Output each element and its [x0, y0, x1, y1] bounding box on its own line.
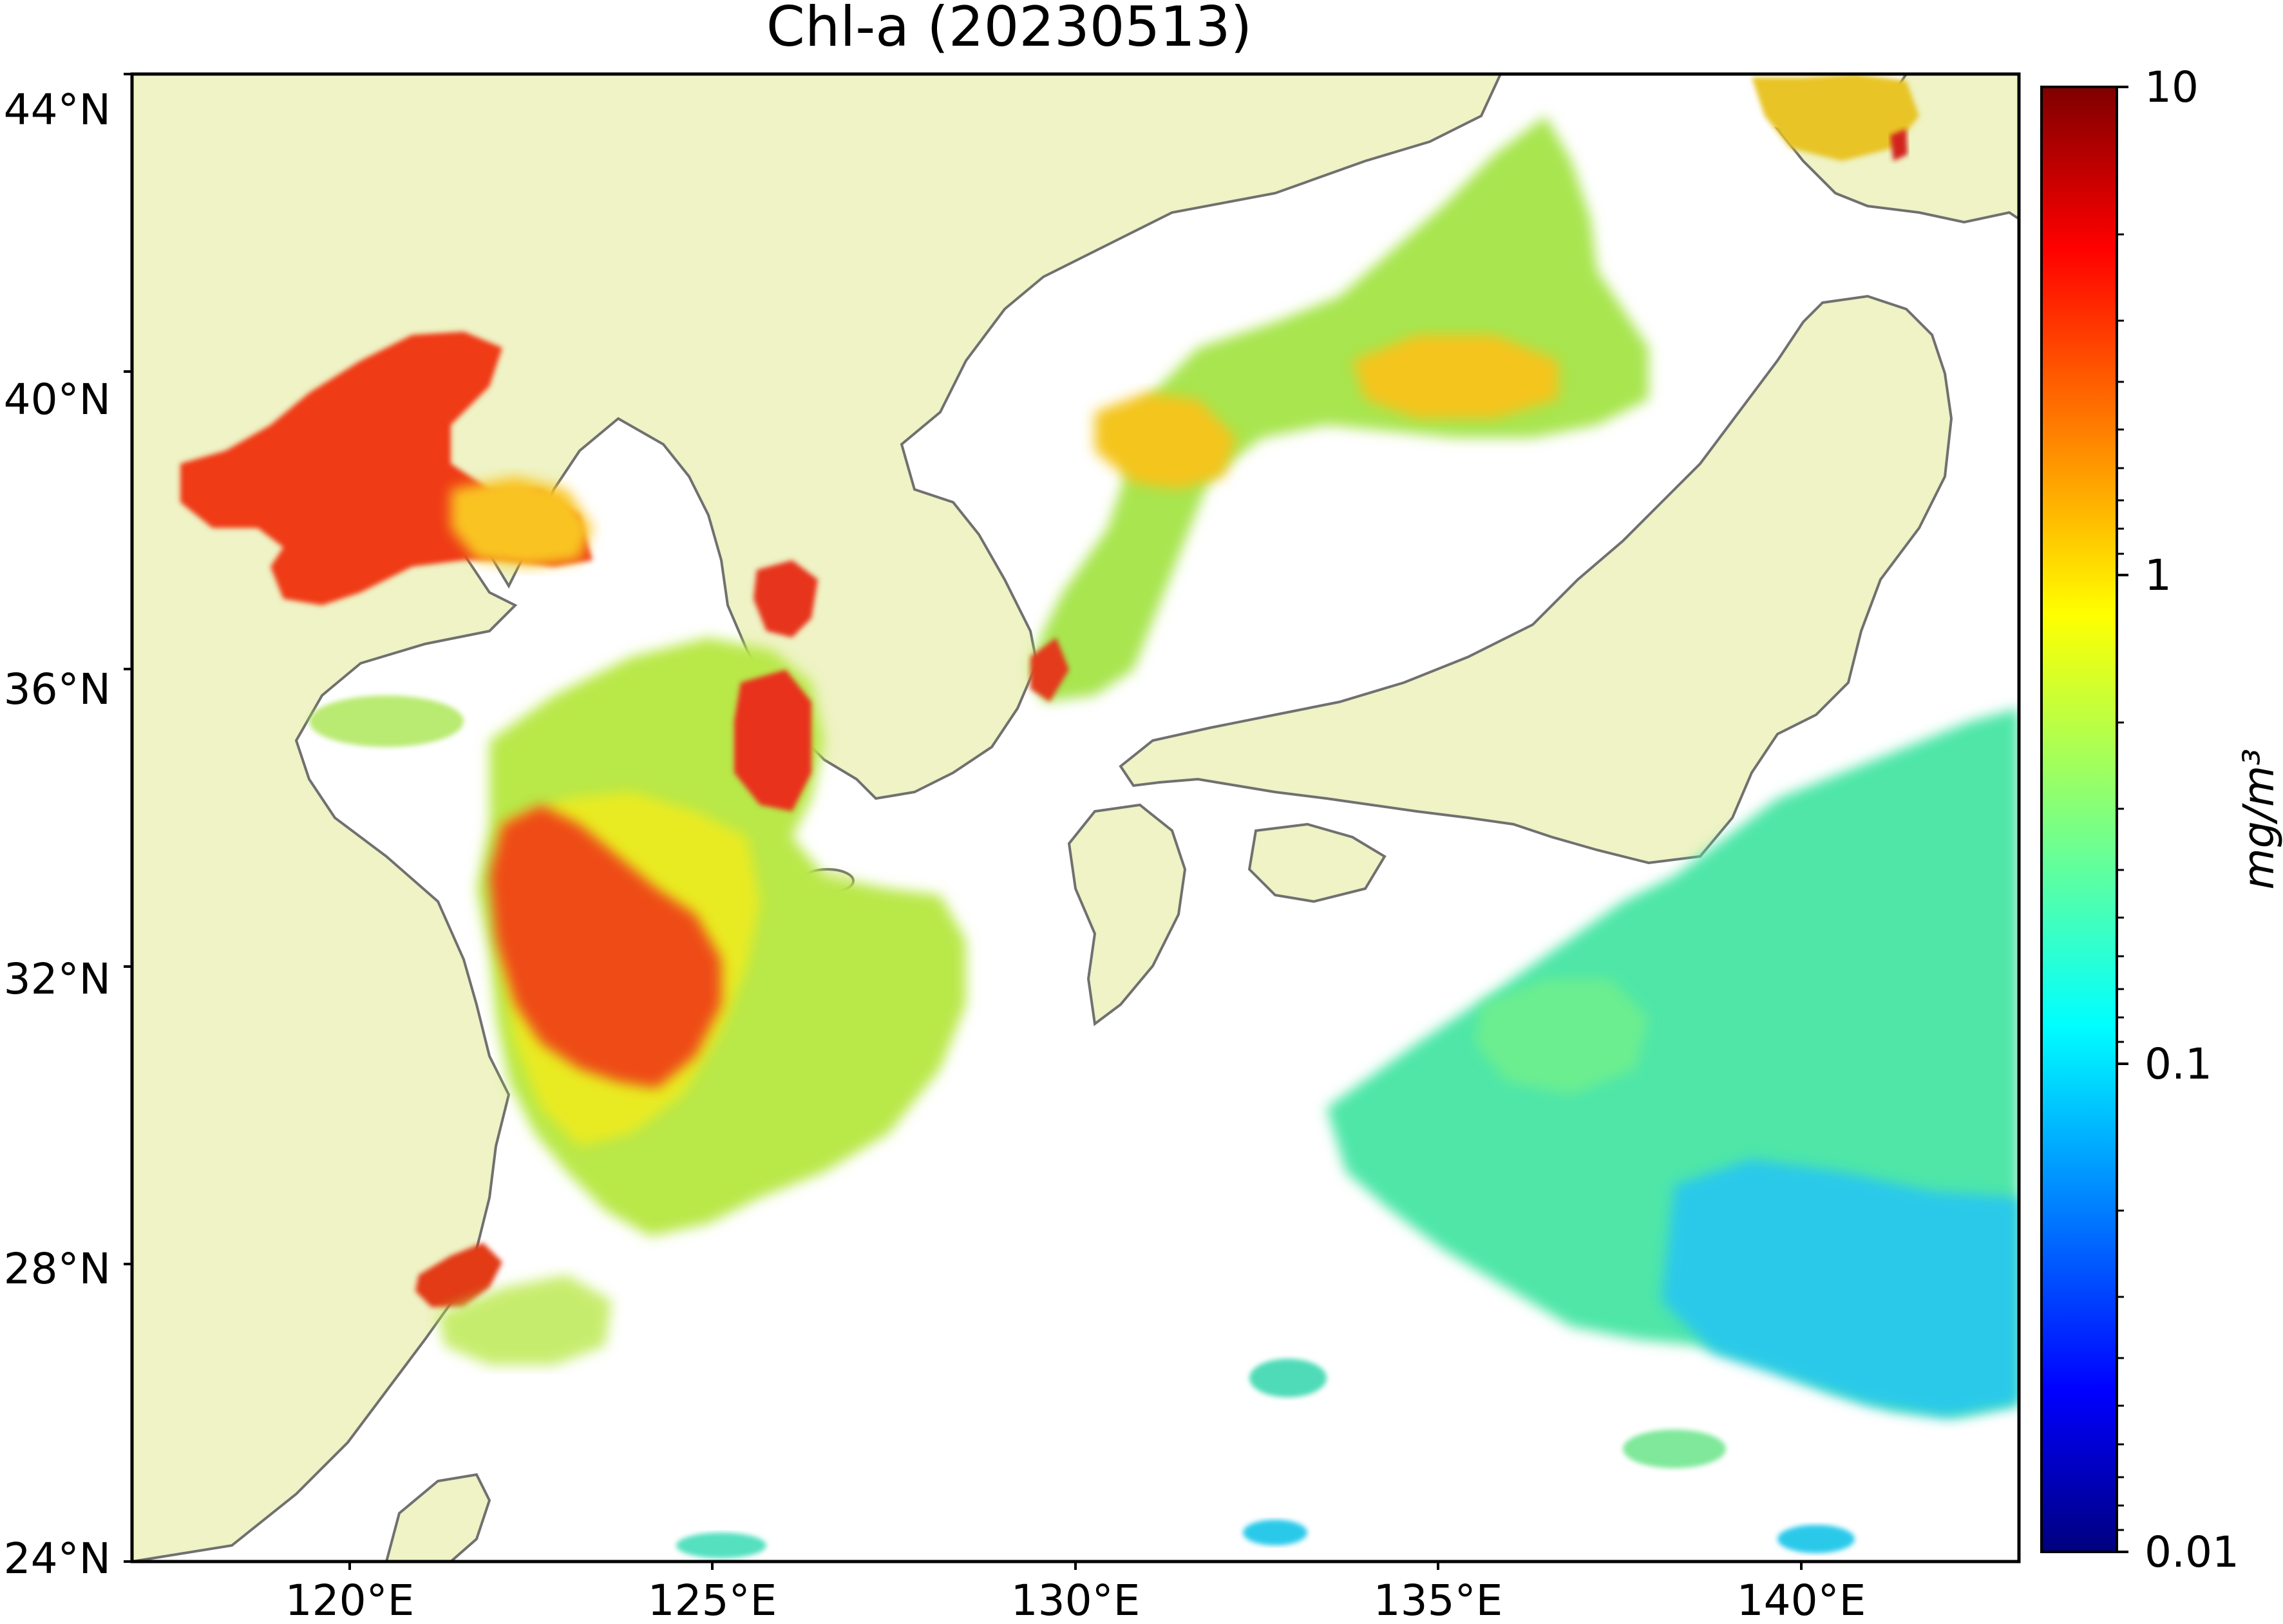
- colorbar-gradient: [2040, 86, 2118, 1553]
- lat-tick-label: 32°N: [4, 954, 111, 1004]
- colorbar: 10 1 0.1 0.01 mg/m³: [2040, 62, 2283, 1577]
- lon-tick-label: 140°E: [1737, 1576, 1866, 1624]
- chl-a-field: [180, 74, 2019, 1558]
- lon-tick-label: 130°E: [1011, 1576, 1141, 1624]
- land-shikoku: [1247, 822, 1387, 903]
- lon-tick-label: 125°E: [648, 1576, 777, 1624]
- colorbar-tick-label: 0.1: [2145, 1039, 2212, 1089]
- lat-tick-label: 24°N: [4, 1534, 111, 1583]
- lon-tick-label: 120°E: [285, 1576, 415, 1624]
- lon-axis: 120°E 125°E 130°E 135°E 140°E: [285, 1562, 1866, 1624]
- lat-tick-label: 28°N: [4, 1244, 111, 1294]
- land-honshu: [1119, 294, 1953, 865]
- land-kyushu: [1067, 803, 1187, 1026]
- lat-tick-label: 44°N: [4, 85, 111, 135]
- lat-axis: 44°N 40°N 36°N 32°N 28°N 24°N: [4, 73, 132, 1583]
- colorbar-tick-label: 10: [2145, 62, 2199, 112]
- colorbar-unit-label: mg/m³: [2234, 748, 2283, 889]
- colorbar-tick-label: 1: [2145, 551, 2172, 600]
- lat-tick-label: 36°N: [4, 665, 111, 714]
- land-taiwan: [384, 1473, 491, 1562]
- colorbar-tick-label: 0.01: [2145, 1527, 2239, 1577]
- lat-tick-label: 40°N: [4, 375, 111, 424]
- lon-tick-label: 135°E: [1374, 1576, 1503, 1624]
- map-title: Chl-a (20230513): [766, 0, 1253, 59]
- land-asia: [132, 74, 1502, 1562]
